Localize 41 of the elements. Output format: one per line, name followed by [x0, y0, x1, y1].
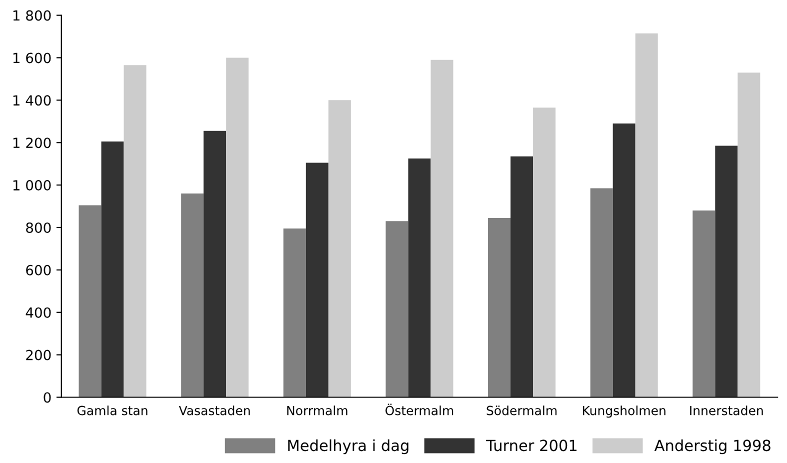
bar	[204, 130, 226, 398]
y-tick-label: 400	[26, 307, 51, 318]
bar	[430, 60, 454, 398]
y-tick-label: 1 600	[13, 52, 51, 64]
bar	[738, 72, 760, 398]
y-tick-label: 600	[26, 264, 51, 276]
y-tick-label: 1 200	[13, 138, 51, 148]
y-tick-label: 1 000	[13, 180, 51, 191]
bar	[306, 162, 328, 398]
bar	[283, 228, 306, 398]
bar	[590, 188, 613, 398]
y-tick-label: 800	[26, 222, 51, 233]
bar	[692, 210, 716, 398]
y-tick-label: 1 400	[13, 95, 51, 106]
x-tick-label: Södermalm	[486, 406, 557, 416]
bar	[181, 194, 204, 398]
x-tick-label: Innerstaden	[690, 406, 763, 416]
y-tick-label: 200	[26, 350, 51, 360]
bar	[328, 100, 351, 398]
bar	[510, 156, 534, 398]
bar	[78, 205, 102, 398]
x-tick-label: Gamla stan	[77, 406, 148, 416]
bar	[635, 33, 658, 398]
y-tick-label: 0	[44, 392, 51, 403]
bar	[715, 146, 738, 398]
x-tick-label: Östermalm	[386, 404, 454, 416]
bar	[101, 142, 124, 398]
x-tick-label: Norrmalm	[287, 406, 348, 416]
bar	[124, 65, 146, 398]
bar	[533, 108, 556, 398]
legend-label: Turner 2001	[486, 440, 577, 452]
bar	[488, 218, 511, 398]
bar	[612, 124, 636, 398]
legend-label: Medelhyra i dag	[288, 439, 408, 454]
x-tick-label: Vasastaden	[178, 406, 250, 416]
x-tick-label: Kungsholmen	[582, 406, 666, 418]
y-tick-label: 1 800	[13, 10, 51, 21]
legend-label: Anderstig 1998	[654, 439, 770, 454]
bar	[408, 158, 431, 398]
bar	[226, 58, 249, 398]
bar	[386, 221, 408, 398]
